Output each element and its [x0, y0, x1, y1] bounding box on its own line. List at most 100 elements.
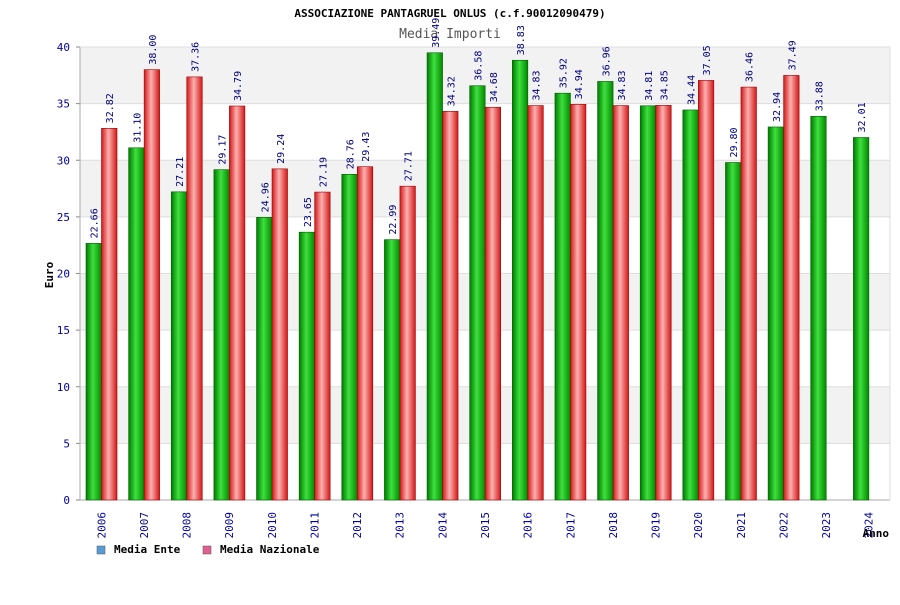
value-label: 22.99	[388, 205, 399, 235]
x-tick-label: 2011	[308, 512, 321, 539]
value-label: 27.19	[318, 157, 329, 187]
bar-media-ente-2012	[341, 173, 358, 501]
bar-media-nazionale-2014	[442, 111, 459, 501]
value-label: 34.79	[233, 71, 244, 101]
bar-media-ente-2015	[469, 85, 486, 501]
x-tick-label: 2017	[564, 512, 577, 539]
value-label: 31.10	[132, 113, 143, 143]
value-label: 37.49	[787, 40, 798, 70]
x-tick-label: 2022	[777, 512, 790, 539]
legend: Media Ente Media Nazionale	[96, 543, 320, 556]
bar-media-ente-2020	[682, 109, 699, 501]
value-label: 39.49	[431, 18, 442, 48]
value-label: 29.80	[729, 127, 740, 157]
y-tick-label: 5	[63, 437, 70, 450]
bar-media-nazionale-2019	[655, 105, 672, 501]
value-label: 38.83	[516, 25, 527, 55]
chart-subtitle: Media Importi	[399, 27, 501, 42]
y-tick-label: 25	[57, 211, 70, 224]
bar-media-ente-2011	[298, 231, 315, 501]
bar-media-ente-2021	[725, 162, 742, 501]
bar-media-ente-2014	[426, 52, 443, 501]
value-label: 29.17	[218, 135, 229, 165]
value-label: 34.68	[489, 72, 500, 102]
value-label: 24.96	[260, 182, 271, 212]
x-tick-label: 2016	[522, 512, 535, 539]
x-tick-label: 2008	[181, 512, 194, 539]
bar-media-nazionale-2006	[101, 128, 118, 501]
value-label: 32.82	[105, 93, 116, 123]
value-label: 32.01	[857, 102, 868, 132]
x-axis-label: Anno	[863, 527, 890, 540]
x-tick-label: 2020	[692, 512, 705, 539]
bar-media-ente-2017	[554, 92, 571, 501]
legend-swatch-media-ente	[96, 545, 106, 555]
x-tick-label: 2010	[266, 512, 279, 539]
chart-title: ASSOCIAZIONE PANTAGRUEL ONLUS (c.f.90012…	[294, 7, 605, 20]
bar-media-ente-2022	[767, 126, 784, 501]
value-label: 28.76	[346, 139, 357, 169]
legend-label-media-ente: Media Ente	[114, 543, 181, 556]
bar-media-ente-2018	[597, 81, 614, 501]
legend-swatch-media-nazionale	[202, 545, 212, 555]
bar-media-ente-2006	[85, 243, 102, 501]
y-tick-label: 0	[63, 494, 70, 507]
bar-media-ente-2013	[384, 239, 401, 501]
bar-media-nazionale-2015	[484, 106, 501, 501]
x-tick-label: 2024	[863, 512, 876, 539]
value-label: 36.58	[473, 51, 484, 81]
x-tick-label: 2021	[735, 512, 748, 539]
bar-media-nazionale-2018	[612, 105, 629, 501]
value-label: 34.94	[574, 69, 585, 99]
x-tick-label: 2015	[479, 512, 492, 539]
x-tick-label: 2013	[394, 512, 407, 539]
y-tick-label: 35	[57, 98, 70, 111]
x-tick-label: 2023	[820, 512, 833, 539]
value-label: 36.96	[601, 46, 612, 76]
bar-media-nazionale-2009	[229, 105, 246, 501]
value-label: 29.24	[276, 134, 287, 164]
value-label: 32.94	[772, 92, 783, 122]
x-axis-ticks: 2006 2007 2008 2009 2010 2011 2012 2013 2014 2015…	[95, 512, 875, 539]
bar-media-nazionale-2011	[314, 191, 331, 501]
bar-media-ente-2007	[128, 147, 145, 501]
y-axis-ticks: 0 5 10 15 20 25 30 35 40	[57, 41, 70, 507]
value-labels: 22.66 32.82 31.10 38.00 27.21 37.36 29.17 34.79…	[90, 18, 868, 239]
value-label: 33.88	[814, 81, 825, 111]
bars-group	[85, 52, 870, 501]
value-label: 27.21	[175, 157, 186, 187]
x-tick-label: 2018	[607, 512, 620, 539]
bar-media-ente-2023	[810, 116, 827, 501]
value-label: 36.46	[745, 52, 756, 82]
value-label: 23.65	[303, 197, 314, 227]
value-label: 27.71	[404, 151, 415, 181]
y-tick-label: 20	[57, 268, 70, 281]
value-label: 37.36	[191, 42, 202, 72]
bar-media-nazionale-2022	[783, 75, 800, 501]
y-tick-label: 15	[57, 324, 70, 337]
x-tick-label: 2009	[223, 512, 236, 539]
x-tick-label: 2012	[351, 512, 364, 539]
bar-media-nazionale-2008	[186, 76, 203, 501]
bar-media-nazionale-2021	[740, 86, 757, 501]
value-label: 22.66	[90, 208, 101, 238]
value-label: 34.85	[659, 70, 670, 100]
bar-media-nazionale-2012	[356, 166, 374, 501]
bar-media-ente-2019	[639, 105, 657, 501]
value-label: 38.00	[148, 35, 159, 65]
bar-media-nazionale-2010	[271, 168, 288, 501]
x-tick-label: 2007	[138, 512, 151, 539]
value-label: 29.43	[361, 132, 372, 162]
y-tick-label: 40	[57, 41, 70, 54]
y-axis-label: Euro	[43, 261, 56, 288]
bar-media-nazionale-2017	[570, 104, 587, 501]
y-tick-label: 30	[57, 154, 70, 167]
value-label: 34.81	[644, 71, 655, 101]
y-tick-label: 10	[57, 381, 70, 394]
value-label: 34.83	[617, 70, 628, 100]
bar-media-nazionale-2013	[399, 185, 416, 501]
value-label: 37.05	[702, 45, 713, 75]
bar-media-ente-2008	[170, 191, 188, 501]
